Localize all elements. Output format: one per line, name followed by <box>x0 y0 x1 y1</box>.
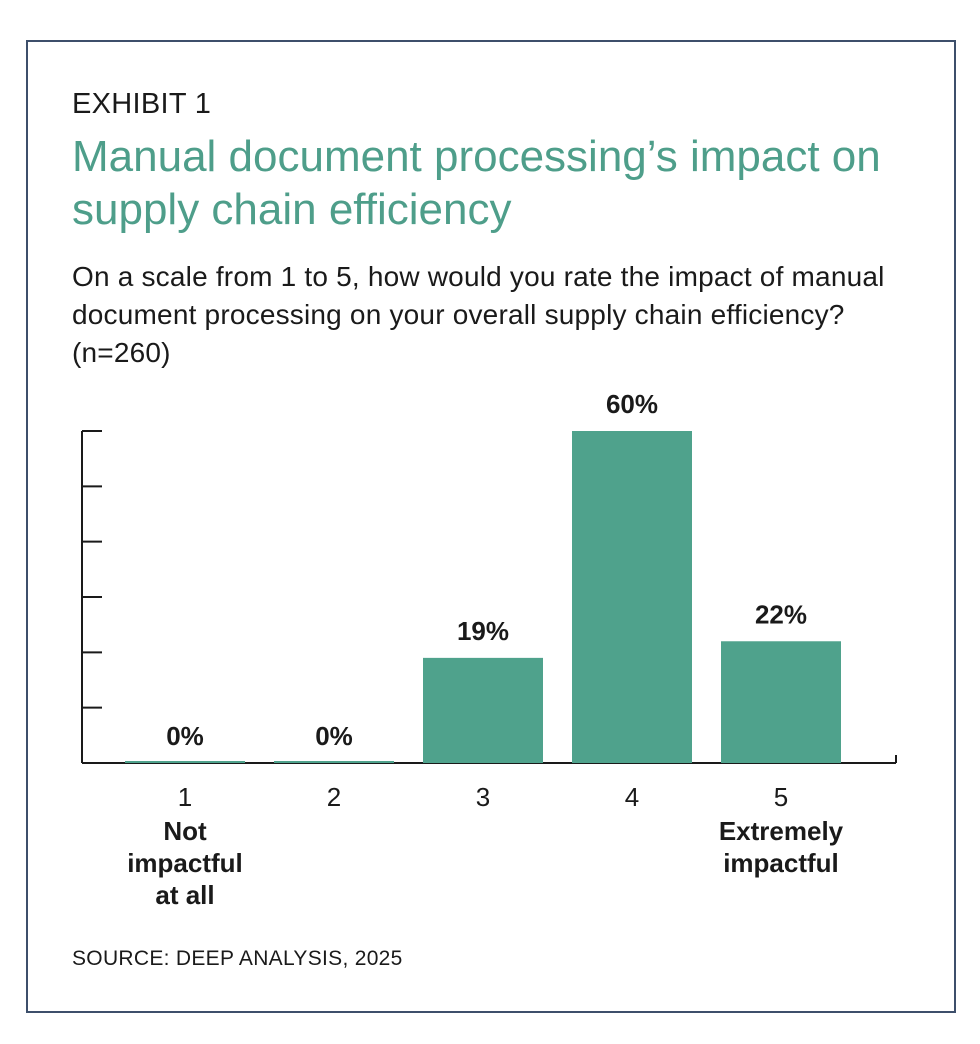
x-tick-description-5: impactful <box>723 848 839 878</box>
exhibit-frame: EXHIBIT 1 Manual document processing’s i… <box>26 40 956 1013</box>
x-tick-label-4: 4 <box>625 782 639 812</box>
data-label-3: 19% <box>457 616 509 646</box>
x-tick-description-1: at all <box>155 880 214 910</box>
chart-title: Manual document processing’s impact on s… <box>72 132 881 234</box>
x-tick-description-5: Extremely <box>719 816 844 846</box>
bar-3 <box>423 657 543 763</box>
data-label-2: 0% <box>315 721 353 751</box>
x-tick-label-3: 3 <box>476 782 490 812</box>
x-tick-description-1: impactful <box>127 848 243 878</box>
bar-5 <box>721 641 841 763</box>
data-label-1: 0% <box>166 721 204 751</box>
x-tick-label-5: 5 <box>774 782 788 812</box>
x-tick-label-1: 1 <box>178 782 192 812</box>
x-tick-description-1: Not <box>163 816 207 846</box>
source-note: SOURCE: DEEP ANALYSIS, 2025 <box>72 947 403 970</box>
exhibit-label: EXHIBIT 1 <box>72 88 212 120</box>
x-tick-label-2: 2 <box>327 782 341 812</box>
data-label-4: 60% <box>606 389 658 419</box>
chart-subtitle: On a scale from 1 to 5, how would you ra… <box>72 261 885 368</box>
data-label-5: 22% <box>755 599 807 629</box>
bar-4 <box>572 431 692 763</box>
